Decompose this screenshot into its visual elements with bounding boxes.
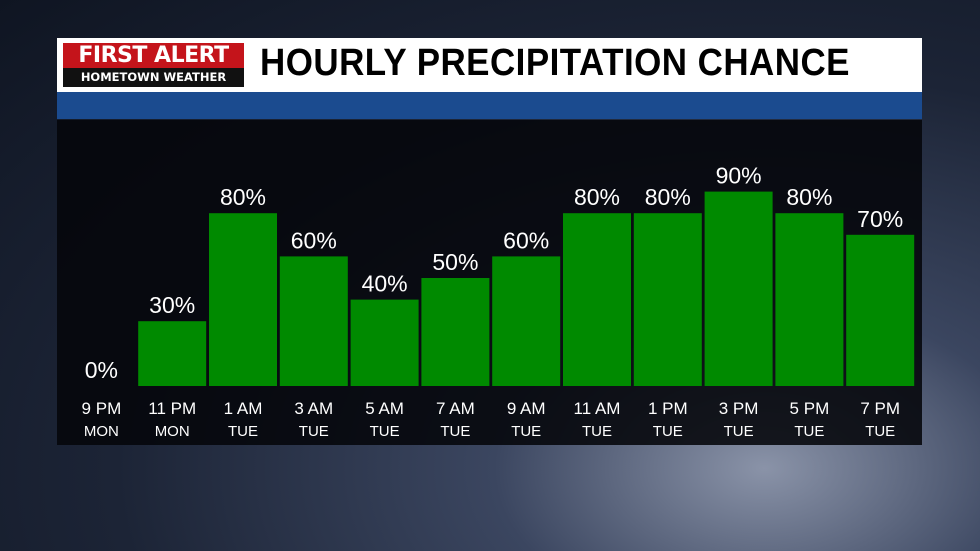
x-tick-time-4: 5 AM [365, 399, 404, 418]
data-label-4: 40% [362, 271, 408, 297]
logo-line2: HOMETOWN WEATHER [63, 68, 244, 87]
x-tick-day-11: TUE [865, 423, 895, 440]
data-label-0: 0% [85, 357, 118, 383]
bar-2 [209, 213, 277, 386]
x-tick-day-8: TUE [653, 423, 683, 440]
data-label-3: 60% [291, 227, 337, 253]
x-tick-day-2: TUE [228, 423, 258, 440]
data-label-5: 50% [432, 249, 478, 275]
x-tick-day-1: MON [155, 423, 190, 440]
x-tick-day-4: TUE [370, 423, 400, 440]
x-tick-day-6: TUE [511, 423, 541, 440]
data-label-6: 60% [503, 227, 549, 253]
data-label-10: 80% [786, 184, 832, 210]
data-label-9: 90% [716, 163, 762, 189]
bar-3 [279, 256, 348, 386]
bar-1 [138, 321, 207, 386]
x-tick-time-11: 7 PM [860, 399, 900, 418]
bar-7 [563, 213, 631, 386]
first-alert-logo: FIRST ALERT HOMETOWN WEATHER [63, 43, 244, 87]
x-tick-time-1: 11 PM [148, 399, 196, 418]
x-tick-day-5: TUE [440, 423, 470, 440]
data-label-11: 70% [857, 206, 903, 232]
x-tick-day-0: MON [84, 423, 119, 440]
x-tick-time-3: 3 AM [294, 399, 333, 418]
header-blue-band [57, 92, 922, 119]
x-tick-time-9: 3 PM [719, 399, 759, 418]
x-tick-time-5: 7 AM [436, 399, 475, 418]
data-label-1: 30% [149, 292, 195, 318]
bar-9 [704, 191, 773, 386]
x-tick-day-9: TUE [724, 423, 754, 440]
x-tick-time-10: 5 PM [790, 399, 830, 418]
x-tick-day-3: TUE [299, 423, 329, 440]
data-label-2: 80% [220, 184, 266, 210]
x-tick-day-10: TUE [794, 423, 824, 440]
x-tick-day-7: TUE [582, 423, 612, 440]
x-tick-time-0: 9 PM [82, 399, 122, 418]
x-tick-time-8: 1 PM [648, 399, 688, 418]
bar-8 [633, 213, 702, 386]
bar-11 [846, 234, 915, 386]
logo-line1: FIRST ALERT [63, 43, 244, 68]
data-label-8: 80% [645, 184, 691, 210]
x-tick-time-7: 11 AM [574, 399, 621, 418]
bar-4 [350, 299, 419, 386]
bar-5 [421, 278, 490, 386]
x-tick-time-6: 9 AM [507, 399, 546, 418]
chart-title: HOURLY PRECIPITATION CHANCE [260, 42, 850, 84]
x-tick-time-2: 1 AM [224, 399, 263, 418]
bar-10 [775, 213, 844, 386]
data-label-7: 80% [574, 184, 620, 210]
bar-6 [492, 256, 561, 386]
